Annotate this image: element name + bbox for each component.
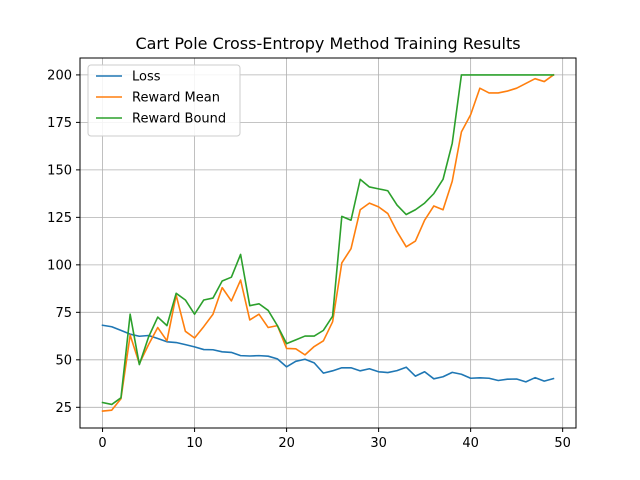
series-line-reward-bound (101, 74, 555, 406)
legend-label-loss: Loss (132, 70, 161, 85)
y-tick-label: 50 (55, 353, 72, 368)
x-tick-label: 0 (98, 436, 106, 451)
x-tick-label: 40 (462, 436, 479, 451)
series-line-reward-mean (101, 73, 555, 412)
chart-title: Cart Pole Cross-Entropy Method Training … (135, 34, 520, 53)
legend-box (87, 64, 241, 137)
y-tick-label: 100 (47, 258, 72, 273)
x-tick-label: 50 (554, 436, 571, 451)
y-tick-label: 125 (47, 211, 72, 226)
x-tick-label: 30 (370, 436, 387, 451)
series-line-loss (101, 324, 555, 383)
axis-ticks: 0 10 20 30 40 50 25 50 75 100 125 150 175 200 (47, 68, 571, 451)
legend-label-reward-mean: Reward Mean (132, 91, 220, 106)
plot-frame (79, 57, 577, 429)
x-tick-label: 10 (186, 436, 203, 451)
y-tick-label: 75 (55, 306, 72, 321)
data-series (101, 73, 555, 412)
y-tick-label: 25 (55, 401, 72, 416)
y-tick-label: 175 (47, 116, 72, 131)
y-tick-label: 150 (47, 163, 72, 178)
legend-label-reward-bound: Reward Bound (132, 112, 226, 127)
y-tick-label: 200 (47, 68, 72, 83)
x-tick-label: 20 (278, 436, 295, 451)
legend: Loss Reward Mean Reward Bound (87, 64, 241, 137)
